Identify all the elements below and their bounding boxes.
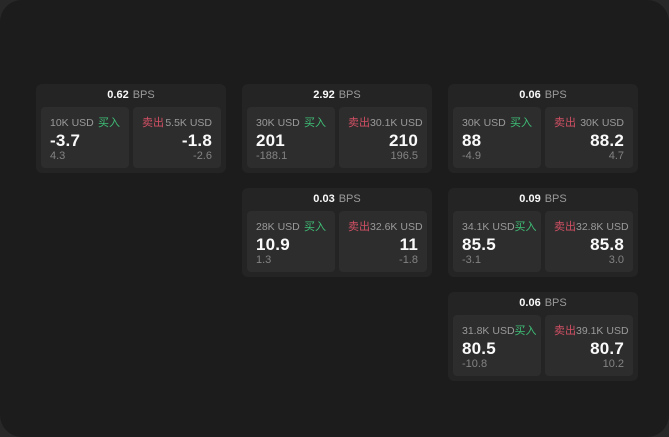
quote-card: 0.09 BPS 34.1K USD 买入 85.5 -3.1 卖出 32.8K … bbox=[448, 188, 638, 277]
quote-card: 0.62 BPS 10K USD 买入 -3.7 4.3 卖出 5.5K USD … bbox=[36, 84, 226, 173]
sell-price: 11 bbox=[399, 234, 418, 254]
sell-side-label: 卖出 bbox=[348, 117, 370, 129]
sell-delta: 196.5 bbox=[390, 150, 418, 162]
sell-price: 85.8 bbox=[590, 234, 624, 254]
spread-header: 0.03 BPS bbox=[247, 188, 427, 211]
bps-unit-label: BPS bbox=[544, 297, 567, 309]
sell-delta: 4.7 bbox=[608, 150, 624, 162]
buy-side-label: 买入 bbox=[304, 221, 326, 233]
sell-price: -1.8 bbox=[181, 130, 212, 150]
bps-unit-label: BPS bbox=[544, 193, 567, 205]
bps-unit-label: BPS bbox=[338, 89, 361, 101]
buy-price: 85.5 bbox=[462, 234, 496, 254]
buy-price: -3.7 bbox=[50, 130, 81, 150]
sell-size: 30.1K USD bbox=[370, 117, 423, 129]
buy-price: 80.5 bbox=[462, 338, 496, 358]
spread-bps-value: 0.03 bbox=[313, 193, 335, 205]
spread-header: 0.06 BPS bbox=[453, 84, 633, 107]
buy-quote-panel[interactable]: 10K USD 买入 -3.7 4.3 bbox=[41, 107, 129, 168]
quote-cards-grid: 0.62 BPS 10K USD 买入 -3.7 4.3 卖出 5.5K USD … bbox=[36, 84, 638, 381]
spread-header: 0.06 BPS bbox=[453, 292, 633, 315]
quote-card: 0.06 BPS 31.8K USD 买入 80.5 -10.8 卖出 39.1K… bbox=[448, 292, 638, 381]
bps-unit-label: BPS bbox=[132, 89, 155, 101]
buy-size: 30K USD bbox=[256, 117, 300, 129]
spread-bps-value: 0.06 bbox=[519, 89, 541, 101]
buy-side-label: 买入 bbox=[304, 117, 326, 129]
quote-card: 0.06 BPS 30K USD 买入 88 -4.9 卖出 30K USD 88… bbox=[448, 84, 638, 173]
sell-quote-panel[interactable]: 卖出 5.5K USD -1.8 -2.6 bbox=[133, 107, 221, 168]
spread-header: 0.62 BPS bbox=[41, 84, 221, 107]
sell-price: 210 bbox=[389, 130, 418, 150]
buy-delta: -188.1 bbox=[256, 150, 288, 162]
buy-price: 10.9 bbox=[256, 234, 290, 254]
sell-price: 80.7 bbox=[590, 338, 624, 358]
sell-size: 32.8K USD bbox=[576, 221, 629, 233]
buy-side-label: 买入 bbox=[98, 117, 120, 129]
buy-delta: 1.3 bbox=[256, 254, 272, 266]
buy-delta: -3.1 bbox=[462, 254, 481, 266]
sell-side-label: 卖出 bbox=[554, 325, 576, 337]
sell-size: 32.6K USD bbox=[370, 221, 423, 233]
sell-quote-panel[interactable]: 卖出 30K USD 88.2 4.7 bbox=[545, 107, 633, 168]
spread-bps-value: 2.92 bbox=[313, 89, 335, 101]
buy-price: 88 bbox=[462, 130, 482, 150]
sell-delta: -1.8 bbox=[399, 254, 418, 266]
buy-quote-panel[interactable]: 30K USD 买入 88 -4.9 bbox=[453, 107, 541, 168]
buy-size: 34.1K USD bbox=[462, 221, 515, 233]
buy-size: 30K USD bbox=[462, 117, 506, 129]
spread-header: 2.92 BPS bbox=[247, 84, 427, 107]
sell-side-label: 卖出 bbox=[348, 221, 370, 233]
buy-size: 31.8K USD bbox=[462, 325, 515, 337]
sell-price: 88.2 bbox=[590, 130, 624, 150]
sell-side-label: 卖出 bbox=[554, 117, 576, 129]
spread-header: 0.09 BPS bbox=[453, 188, 633, 211]
quote-card: 2.92 BPS 30K USD 买入 201 -188.1 卖出 30.1K U… bbox=[242, 84, 432, 173]
bps-unit-label: BPS bbox=[338, 193, 361, 205]
buy-side-label: 买入 bbox=[514, 325, 537, 337]
sell-delta: 10.2 bbox=[602, 358, 624, 370]
buy-size: 28K USD bbox=[256, 221, 300, 233]
sell-quote-panel[interactable]: 卖出 32.6K USD 11 -1.8 bbox=[339, 211, 427, 272]
sell-quote-panel[interactable]: 卖出 30.1K USD 210 196.5 bbox=[339, 107, 427, 168]
buy-size: 10K USD bbox=[50, 117, 94, 129]
bps-unit-label: BPS bbox=[544, 89, 567, 101]
sell-delta: -2.6 bbox=[193, 150, 212, 162]
buy-quote-panel[interactable]: 34.1K USD 买入 85.5 -3.1 bbox=[453, 211, 541, 272]
buy-quote-panel[interactable]: 28K USD 买入 10.9 1.3 bbox=[247, 211, 335, 272]
sell-side-label: 卖出 bbox=[142, 117, 164, 129]
spread-bps-value: 0.09 bbox=[519, 193, 541, 205]
buy-delta: -4.9 bbox=[462, 150, 481, 162]
buy-delta: -10.8 bbox=[462, 358, 488, 370]
sell-delta: 3.0 bbox=[608, 254, 624, 266]
buy-quote-panel[interactable]: 30K USD 买入 201 -188.1 bbox=[247, 107, 335, 168]
sell-quote-panel[interactable]: 卖出 32.8K USD 85.8 3.0 bbox=[545, 211, 633, 272]
buy-side-label: 买入 bbox=[514, 221, 537, 233]
sell-side-label: 卖出 bbox=[554, 221, 576, 233]
spread-bps-value: 0.62 bbox=[107, 89, 129, 101]
buy-price: 201 bbox=[256, 130, 285, 150]
sell-size: 39.1K USD bbox=[576, 325, 629, 337]
sell-size: 5.5K USD bbox=[165, 117, 212, 129]
sell-size: 30K USD bbox=[580, 117, 624, 129]
quote-card: 0.03 BPS 28K USD 买入 10.9 1.3 卖出 32.6K USD… bbox=[242, 188, 432, 277]
spread-bps-value: 0.06 bbox=[519, 297, 541, 309]
buy-delta: 4.3 bbox=[50, 150, 66, 162]
buy-side-label: 买入 bbox=[510, 117, 532, 129]
buy-quote-panel[interactable]: 31.8K USD 买入 80.5 -10.8 bbox=[453, 315, 541, 376]
sell-quote-panel[interactable]: 卖出 39.1K USD 80.7 10.2 bbox=[545, 315, 633, 376]
